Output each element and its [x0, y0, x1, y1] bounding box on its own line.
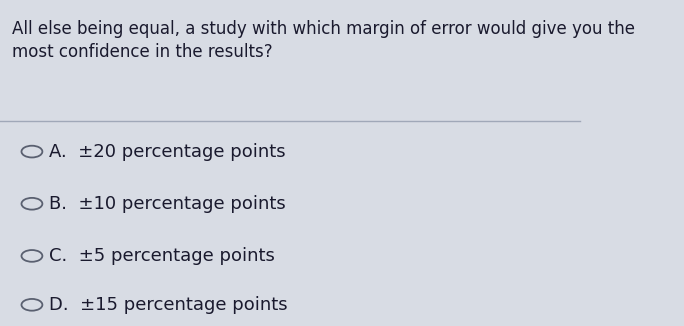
Text: D.  ±15 percentage points: D. ±15 percentage points [49, 296, 288, 314]
Text: B.  ±10 percentage points: B. ±10 percentage points [49, 195, 286, 213]
Text: C.  ±5 percentage points: C. ±5 percentage points [49, 247, 275, 265]
Text: All else being equal, a study with which margin of error would give you the
most: All else being equal, a study with which… [12, 20, 635, 61]
Text: A.  ±20 percentage points: A. ±20 percentage points [49, 142, 286, 161]
